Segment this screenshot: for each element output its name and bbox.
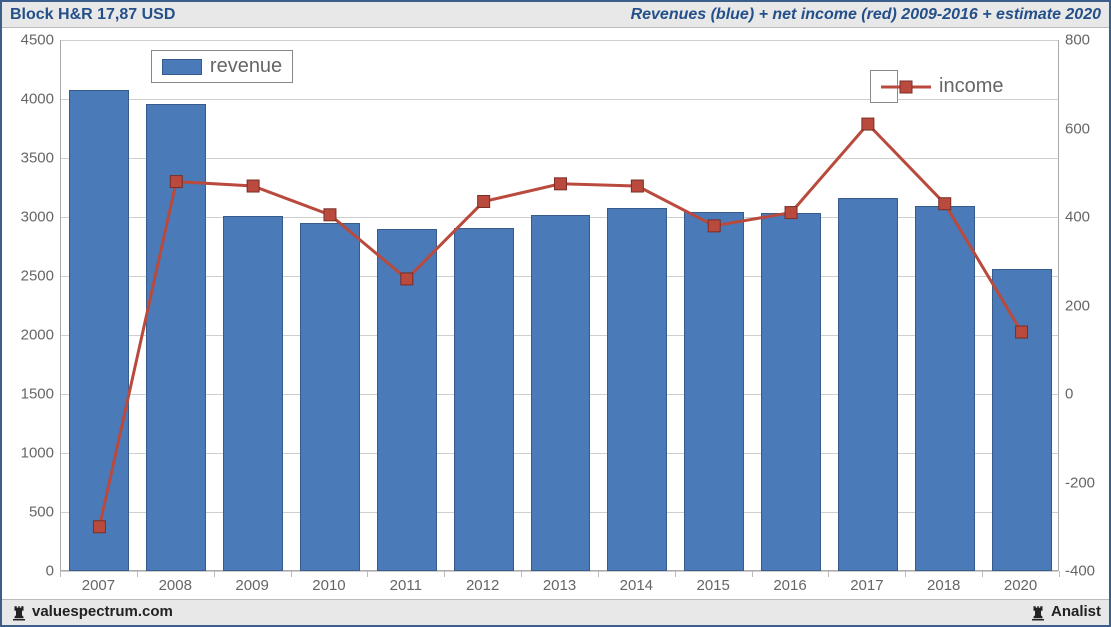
rook-icon <box>10 604 28 622</box>
revenue-bar <box>223 216 283 571</box>
x-tick <box>444 571 445 577</box>
income-marker <box>631 180 643 192</box>
revenue-bar <box>838 198 898 571</box>
x-tick <box>982 571 983 577</box>
y-right-tick-label: 200 <box>1065 297 1090 314</box>
x-tick-label: 2014 <box>620 577 653 594</box>
revenue-bar <box>146 104 206 571</box>
header-title-right: Revenues (blue) + net income (red) 2009-… <box>631 6 1101 24</box>
y-left-tick-label: 1500 <box>2 386 54 403</box>
x-tick <box>367 571 368 577</box>
y-left-tick-label: 4000 <box>2 91 54 108</box>
x-tick <box>905 571 906 577</box>
revenue-bar <box>684 212 744 571</box>
header-title-left: Block H&R 17,87 USD <box>10 6 175 24</box>
revenue-bar <box>915 206 975 571</box>
plot-area: revenue income <box>60 40 1059 571</box>
footer-right: Analist <box>1029 603 1101 621</box>
legend-income-label: income <box>939 75 1003 98</box>
y-left-tick-label: 4500 <box>2 32 54 49</box>
x-tick-label: 2015 <box>697 577 730 594</box>
y-left-tick-label: 1000 <box>2 445 54 462</box>
y-left-tick-label: 500 <box>2 504 54 521</box>
footer-right-text: Analist <box>1051 603 1101 620</box>
x-tick-label: 2009 <box>235 577 268 594</box>
gridline <box>61 158 1058 159</box>
gridline <box>61 99 1058 100</box>
legend-revenue: revenue <box>151 50 293 83</box>
y-left-tick-label: 3000 <box>2 209 54 226</box>
x-tick <box>214 571 215 577</box>
y-left-tick-label: 2500 <box>2 268 54 285</box>
x-tick <box>598 571 599 577</box>
income-marker <box>555 178 567 190</box>
gridline <box>61 571 1058 572</box>
x-tick <box>828 571 829 577</box>
revenue-bar <box>300 223 360 571</box>
y-right-tick-label: 400 <box>1065 209 1090 226</box>
x-tick <box>752 571 753 577</box>
revenue-bar <box>761 213 821 571</box>
revenue-bar <box>454 228 514 571</box>
plot-wrap: revenueincome050010001500200025003000350… <box>2 28 1109 599</box>
x-tick-label: 2007 <box>82 577 115 594</box>
x-tick-label: 2018 <box>927 577 960 594</box>
x-tick <box>60 571 61 577</box>
x-tick <box>1059 571 1060 577</box>
y-right-tick-label: 0 <box>1065 386 1073 403</box>
x-tick <box>137 571 138 577</box>
x-tick-label: 2016 <box>773 577 806 594</box>
income-marker <box>324 209 336 221</box>
x-tick-label: 2020 <box>1004 577 1037 594</box>
revenue-bar <box>69 90 129 571</box>
x-tick-label: 2011 <box>390 577 422 594</box>
x-tick-label: 2008 <box>159 577 192 594</box>
x-tick-label: 2010 <box>312 577 345 594</box>
x-tick <box>291 571 292 577</box>
revenue-bar <box>607 208 667 571</box>
income-marker <box>247 180 259 192</box>
revenue-bar <box>531 215 591 571</box>
revenue-bar <box>377 229 437 571</box>
y-right-tick-label: -400 <box>1065 563 1095 580</box>
legend-revenue-swatch <box>162 59 202 75</box>
x-tick <box>675 571 676 577</box>
y-left-tick-label: 3500 <box>2 150 54 167</box>
legend-revenue-label: revenue <box>210 55 282 78</box>
gridline <box>61 40 1058 41</box>
rook-icon <box>1029 604 1047 622</box>
y-right-tick-label: 800 <box>1065 32 1090 49</box>
footer-left-text: valuespectrum.com <box>32 603 173 620</box>
footer-left: valuespectrum.com <box>10 603 173 621</box>
x-tick-label: 2017 <box>850 577 883 594</box>
x-tick <box>521 571 522 577</box>
chart-header: Block H&R 17,87 USD Revenues (blue) + ne… <box>2 2 1109 28</box>
y-right-tick-label: -200 <box>1065 474 1095 491</box>
chart-footer: valuespectrum.com Analist <box>2 599 1109 625</box>
y-left-tick-label: 0 <box>2 563 54 580</box>
chart-container: Block H&R 17,87 USD Revenues (blue) + ne… <box>0 0 1111 627</box>
legend-income: income <box>870 70 898 103</box>
x-tick-label: 2013 <box>543 577 576 594</box>
y-left-tick-label: 2000 <box>2 327 54 344</box>
income-marker <box>478 196 490 208</box>
revenue-bar <box>992 269 1052 571</box>
x-tick-label: 2012 <box>466 577 499 594</box>
legend-income-swatch <box>881 77 931 97</box>
y-right-tick-label: 600 <box>1065 120 1090 137</box>
income-marker <box>862 118 874 130</box>
